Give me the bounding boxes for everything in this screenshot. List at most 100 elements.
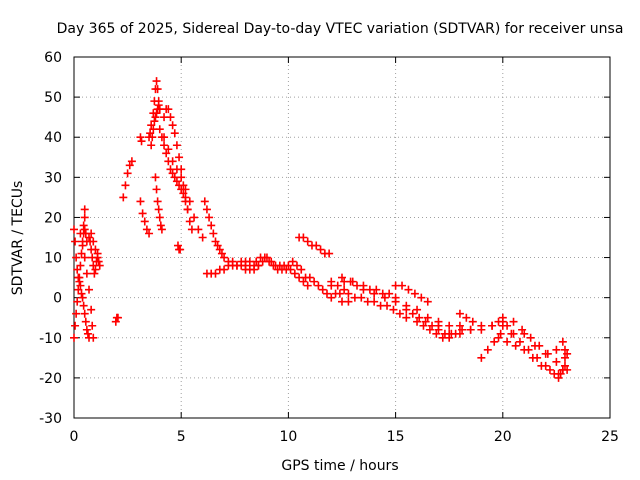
data-point xyxy=(490,337,499,346)
data-point xyxy=(333,281,342,290)
data-point xyxy=(413,317,422,326)
data-point xyxy=(119,193,128,202)
data-point xyxy=(136,133,145,142)
data-point xyxy=(344,297,353,306)
data-point xyxy=(303,237,312,246)
data-point xyxy=(297,265,306,274)
data-point xyxy=(541,349,550,358)
data-point xyxy=(142,225,151,234)
data-point xyxy=(175,153,184,162)
data-point xyxy=(164,105,173,114)
data-point xyxy=(423,297,432,306)
data-point xyxy=(207,221,216,230)
data-point xyxy=(173,241,182,250)
data-point xyxy=(147,121,156,130)
data-point xyxy=(87,229,96,238)
x-tick-label: 5 xyxy=(177,429,186,445)
data-point xyxy=(148,133,157,142)
data-point xyxy=(389,305,398,314)
data-point xyxy=(314,281,323,290)
data-point xyxy=(305,273,314,282)
data-point xyxy=(322,289,331,298)
data-point xyxy=(299,233,308,242)
data-point xyxy=(423,313,432,322)
data-point xyxy=(398,281,407,290)
data-point xyxy=(530,341,539,350)
data-point xyxy=(335,289,344,298)
data-point xyxy=(76,229,85,238)
data-point xyxy=(292,261,301,270)
data-point xyxy=(76,281,85,290)
data-point xyxy=(402,305,411,314)
data-point xyxy=(327,293,336,302)
data-point xyxy=(71,237,80,246)
data-point xyxy=(395,309,404,318)
data-point xyxy=(503,337,512,346)
data-point xyxy=(183,205,192,214)
data-point xyxy=(209,229,218,238)
data-point xyxy=(93,253,102,262)
data-point xyxy=(85,285,94,294)
data-point xyxy=(80,225,89,234)
data-point xyxy=(136,197,145,206)
data-point xyxy=(432,329,441,338)
data-point xyxy=(179,189,188,198)
data-point xyxy=(123,169,132,178)
data-point xyxy=(205,213,214,222)
data-point xyxy=(70,225,78,234)
data-point xyxy=(252,257,261,266)
x-axis-label: GPS time / hours xyxy=(281,458,398,474)
data-point xyxy=(121,181,130,190)
data-point xyxy=(80,309,89,318)
data-point xyxy=(477,325,486,334)
data-point xyxy=(78,241,87,250)
data-point xyxy=(211,237,220,246)
data-point xyxy=(152,77,161,86)
data-point xyxy=(455,329,464,338)
data-point xyxy=(198,233,207,242)
data-point xyxy=(325,249,334,258)
data-point xyxy=(82,325,91,334)
data-point xyxy=(434,325,443,334)
data-point xyxy=(168,157,177,166)
data-point xyxy=(190,213,199,222)
data-point xyxy=(155,125,164,134)
data-point xyxy=(147,141,156,150)
data-point xyxy=(160,133,169,142)
data-point xyxy=(154,205,163,214)
data-point xyxy=(318,285,327,294)
data-point xyxy=(151,173,160,182)
data-point xyxy=(250,265,259,274)
x-tick-labels: 0 5 10 15 20 25 xyxy=(70,429,619,445)
y-tick-label: 30 xyxy=(44,170,62,186)
data-point xyxy=(518,325,527,334)
data-point xyxy=(545,365,554,374)
data-point xyxy=(82,269,91,278)
data-point xyxy=(507,329,516,338)
data-point xyxy=(211,269,220,278)
data-point xyxy=(552,345,561,354)
data-point xyxy=(445,329,454,338)
data-points xyxy=(70,77,572,382)
data-point xyxy=(327,277,336,286)
data-point xyxy=(303,281,312,290)
data-point xyxy=(151,113,160,122)
data-point xyxy=(380,293,389,302)
data-point xyxy=(415,313,424,322)
y-tick-label: 60 xyxy=(44,50,62,66)
data-point xyxy=(295,273,304,282)
data-point xyxy=(140,217,149,226)
data-point xyxy=(78,293,87,302)
data-point xyxy=(286,265,295,274)
data-point xyxy=(87,305,96,314)
data-point xyxy=(556,369,565,378)
data-point xyxy=(166,113,175,122)
data-point xyxy=(421,317,430,326)
y-tick-label: 0 xyxy=(53,291,62,307)
data-point xyxy=(344,289,353,298)
data-point xyxy=(155,213,164,222)
data-point xyxy=(483,345,492,354)
data-point xyxy=(494,333,503,342)
data-point xyxy=(80,213,89,222)
